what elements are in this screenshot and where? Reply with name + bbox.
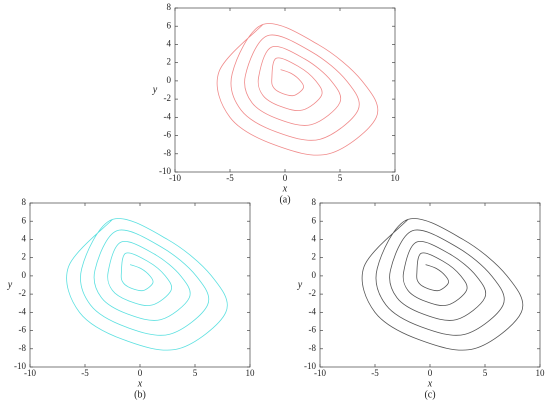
x-tick-label: 10 bbox=[246, 368, 256, 378]
y-tick-label: 4 bbox=[312, 234, 317, 244]
y-tick-label: 6 bbox=[312, 215, 317, 225]
y-tick-label: -2 bbox=[309, 288, 317, 298]
x-tick-label: -5 bbox=[226, 173, 234, 183]
x-tick-label: -10 bbox=[314, 368, 326, 378]
x-tick-label: 10 bbox=[391, 173, 401, 183]
y-tick-label: 6 bbox=[22, 215, 27, 225]
x-tick-label: 5 bbox=[193, 368, 198, 378]
y-axis-label: y bbox=[297, 279, 303, 290]
y-tick-label: -2 bbox=[19, 288, 27, 298]
x-axis-label: x bbox=[282, 183, 288, 194]
x-tick-label: 10 bbox=[536, 368, 546, 378]
y-tick-label: 8 bbox=[167, 2, 172, 12]
y-axis-label: y bbox=[7, 279, 13, 290]
plot-frame bbox=[29, 202, 251, 368]
y-tick-label: 0 bbox=[22, 270, 27, 280]
panel-caption: (b) bbox=[134, 389, 146, 400]
x-tick-label: -10 bbox=[24, 368, 36, 378]
y-tick-label: -10 bbox=[14, 361, 26, 371]
trajectory bbox=[361, 218, 524, 351]
y-axis-label: y bbox=[152, 84, 158, 95]
panel-caption: (a) bbox=[279, 194, 290, 205]
y-tick-label: -8 bbox=[19, 343, 27, 353]
y-tick-label: 0 bbox=[312, 270, 317, 280]
x-tick-label: -10 bbox=[169, 173, 181, 183]
x-tick-label: 5 bbox=[483, 368, 488, 378]
y-tick-label: -6 bbox=[19, 325, 27, 335]
y-tick-label: -4 bbox=[19, 306, 27, 316]
y-tick-label: 2 bbox=[22, 252, 27, 262]
y-tick-label: 2 bbox=[167, 57, 172, 67]
x-axis-label: x bbox=[137, 378, 143, 389]
plot-frame bbox=[319, 202, 541, 368]
panel-caption: (c) bbox=[424, 389, 435, 400]
x-axis-label: x bbox=[427, 378, 433, 389]
y-tick-label: 0 bbox=[167, 75, 172, 85]
trajectory bbox=[216, 23, 379, 156]
y-tick-label: -6 bbox=[164, 130, 172, 140]
y-tick-label: 8 bbox=[22, 197, 27, 207]
y-tick-label: 2 bbox=[312, 252, 317, 262]
y-tick-label: -4 bbox=[309, 306, 317, 316]
trajectory bbox=[66, 218, 228, 351]
y-tick-label: 8 bbox=[312, 197, 317, 207]
plot-frame bbox=[174, 7, 396, 173]
y-tick-label: 4 bbox=[167, 39, 172, 49]
y-tick-label: -8 bbox=[164, 148, 172, 158]
x-tick-label: -5 bbox=[81, 368, 89, 378]
x-tick-label: 0 bbox=[428, 368, 433, 378]
x-tick-label: 0 bbox=[283, 173, 288, 183]
y-tick-label: 6 bbox=[167, 20, 172, 30]
y-tick-label: -8 bbox=[309, 343, 317, 353]
y-tick-label: 4 bbox=[22, 234, 27, 244]
x-tick-label: -5 bbox=[371, 368, 379, 378]
y-tick-label: -10 bbox=[159, 166, 171, 176]
y-tick-label: -6 bbox=[309, 325, 317, 335]
y-tick-label: -4 bbox=[164, 111, 172, 121]
y-tick-label: -10 bbox=[304, 361, 316, 371]
y-tick-label: -2 bbox=[164, 93, 172, 103]
x-tick-label: 0 bbox=[138, 368, 143, 378]
x-tick-label: 5 bbox=[338, 173, 343, 183]
